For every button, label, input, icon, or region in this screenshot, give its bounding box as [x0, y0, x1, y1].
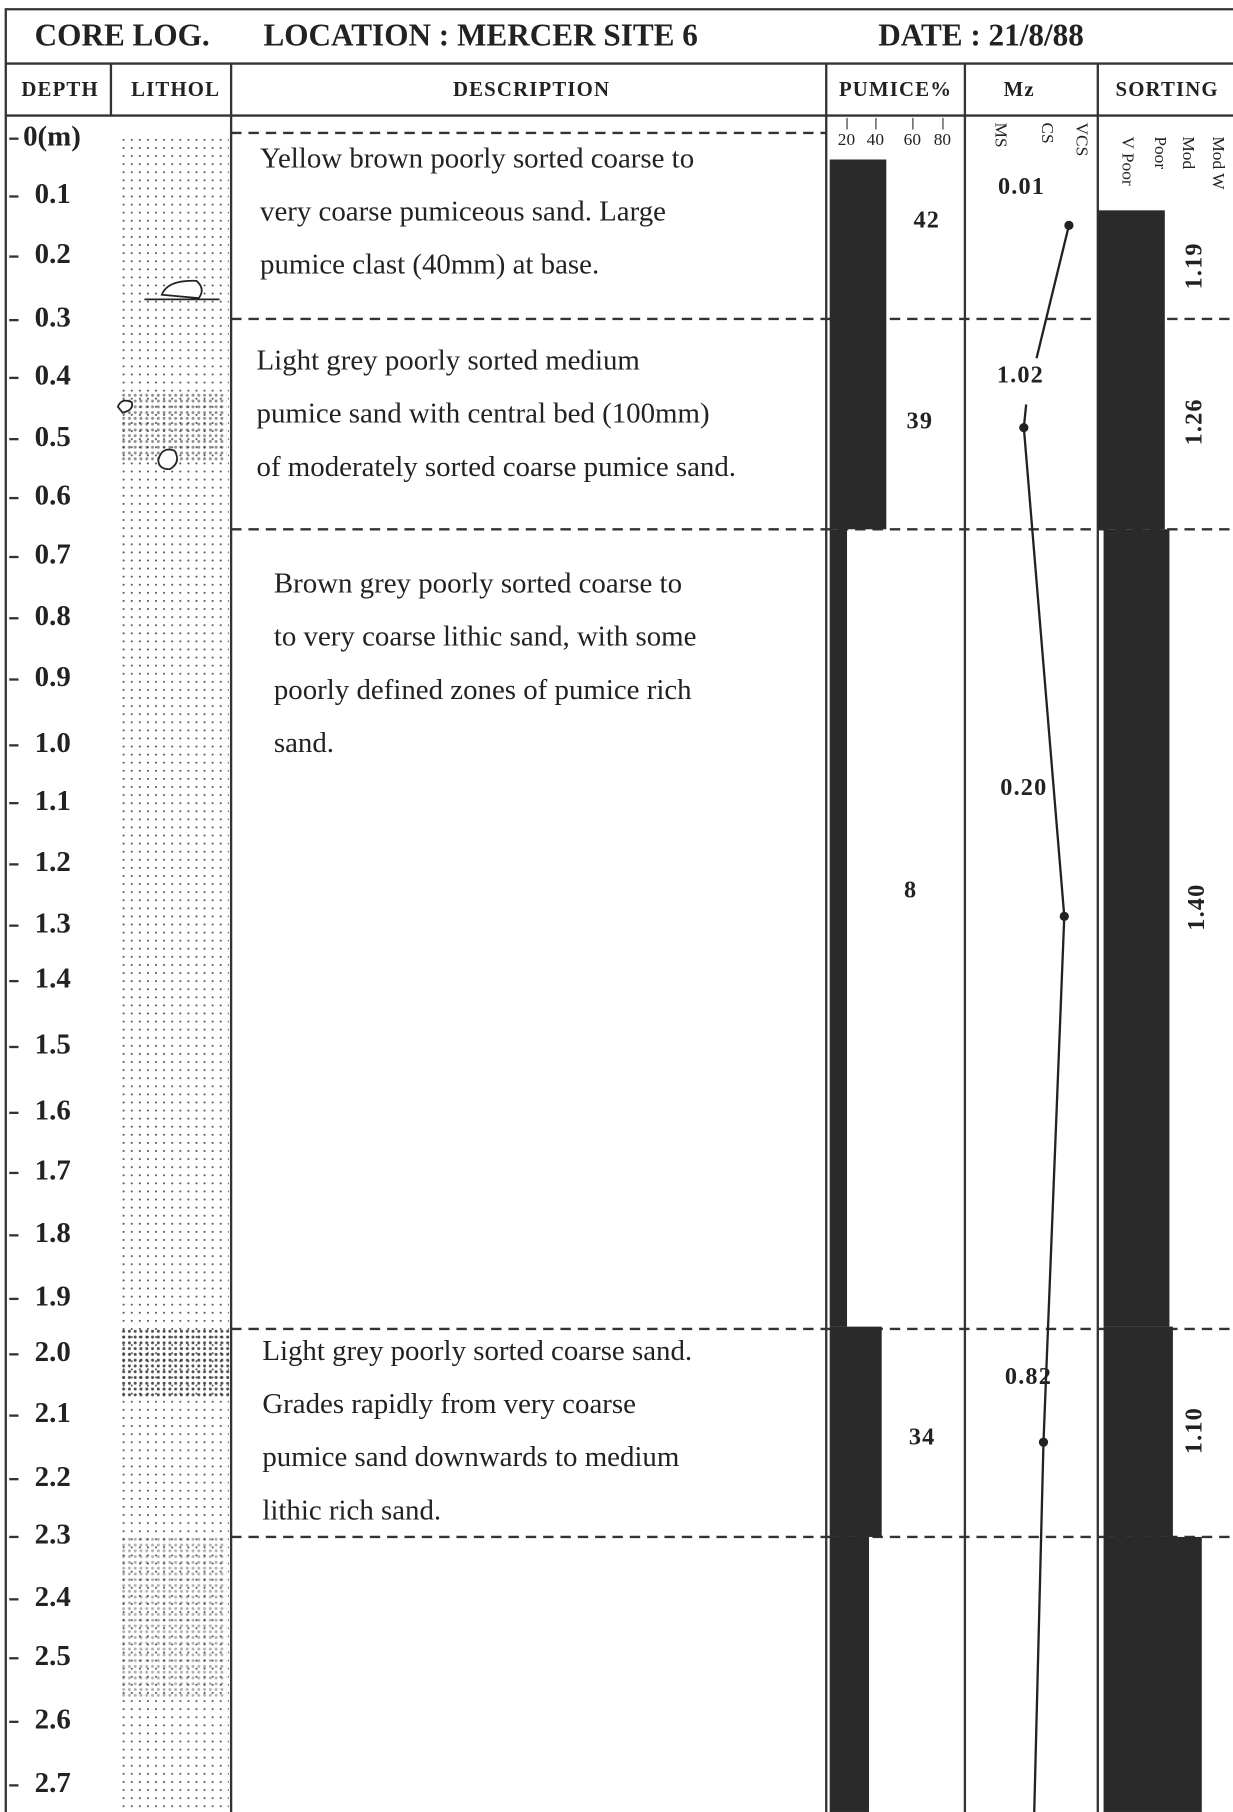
- mz-scale-label: VCS: [1072, 123, 1091, 157]
- location: LOCATION : MERCER SITE 6: [263, 17, 697, 52]
- description-line: Grades rapidly from very coarse: [262, 1388, 636, 1420]
- depth-label: 2.5: [35, 1640, 71, 1672]
- sorting-scale-label: Mod W: [1209, 136, 1228, 190]
- column-header: PUMICE%: [839, 78, 952, 101]
- depth-label: 2.2: [35, 1461, 71, 1493]
- sorting-value: 1.26: [1181, 398, 1208, 445]
- description-line: Light grey poorly sorted medium: [257, 345, 641, 377]
- lithology: [116, 132, 232, 1812]
- sorting-bars: [1097, 210, 1202, 1812]
- description-line: pumice sand downwards to medium: [262, 1441, 680, 1473]
- sorting-value: 1.40: [1183, 884, 1210, 931]
- sorting-scale-label: V Poor: [1119, 136, 1138, 185]
- depth-label: 0.7: [35, 539, 71, 571]
- depth-label: 1.2: [35, 846, 71, 878]
- pumice-value: 34: [909, 1423, 936, 1450]
- description-line: Brown grey poorly sorted coarse to: [274, 568, 682, 600]
- mz-value: 0.20: [1000, 774, 1047, 801]
- description-line: of moderately sorted coarse pumice sand.: [257, 451, 736, 483]
- depth-label: 2.3: [35, 1519, 71, 1551]
- depth-label: 0.1: [35, 178, 71, 210]
- pumice-scale-label: 20: [838, 130, 855, 149]
- description-line: very coarse pumiceous sand. Large: [260, 195, 666, 227]
- depth-label: 0.8: [35, 600, 71, 632]
- depth-label: 1.3: [35, 907, 71, 939]
- depth-label: 2.6: [35, 1703, 71, 1735]
- depth-label: 2.1: [35, 1397, 71, 1429]
- date: DATE : 21/8/88: [878, 17, 1084, 52]
- depth-label: 0.5: [35, 421, 71, 453]
- column-header: SORTING: [1115, 78, 1218, 101]
- depth-label: 1.1: [35, 785, 71, 817]
- sorting-scale-label: Poor: [1151, 136, 1170, 169]
- depth-label: 0.4: [35, 360, 71, 392]
- column-header: DEPTH: [21, 78, 98, 101]
- depth-label: 1.8: [35, 1217, 71, 1249]
- depth-label: 0.9: [35, 661, 71, 693]
- description-line: lithic rich sand.: [262, 1494, 441, 1526]
- boundaries: [231, 131, 1233, 1539]
- description-line: to very coarse lithic sand, with some: [274, 621, 697, 653]
- depth-label: 1.5: [35, 1029, 71, 1061]
- depth-label: 2.7: [35, 1767, 71, 1799]
- mz-curve: [1019, 220, 1074, 1812]
- mz-value: 0.82: [1005, 1363, 1052, 1390]
- pumice-bars: [829, 159, 887, 1812]
- description-line: Light grey poorly sorted coarse sand.: [262, 1335, 692, 1367]
- pumice-scale-label: 40: [867, 130, 884, 149]
- pumice-scale-label: 60: [904, 130, 921, 149]
- title: CORE LOG.: [35, 17, 210, 52]
- depth-label: 0.6: [35, 480, 71, 512]
- column-header: Mz: [1004, 78, 1035, 101]
- depth-label: 1.4: [35, 963, 71, 995]
- column-header: DESCRIPTION: [453, 78, 610, 101]
- depth-label: 2.0: [35, 1336, 71, 1368]
- description-line: Yellow brown poorly sorted coarse to: [260, 142, 694, 174]
- mz-scale-label: MS: [992, 123, 1011, 148]
- frame: [4, 8, 1233, 1812]
- depth-label: 0.3: [35, 302, 71, 334]
- description-line: poorly defined zones of pumice rich: [274, 674, 692, 706]
- sorting-value: 1.10: [1181, 1407, 1208, 1454]
- description-line: pumice clast (40mm) at base.: [260, 249, 599, 281]
- depth-label: 2.4: [35, 1581, 71, 1613]
- mz-value: 0.01: [998, 173, 1045, 200]
- pumice-value: 39: [907, 408, 934, 435]
- depth-label: 0.2: [35, 238, 71, 270]
- pumice-scale-label: 80: [934, 130, 951, 149]
- mz-value: 1.02: [997, 361, 1044, 388]
- mz-scale-label: CS: [1038, 123, 1057, 144]
- pumice-value: 42: [913, 206, 940, 233]
- pumice-value: 8: [904, 877, 917, 904]
- depth-label: 1.7: [35, 1155, 71, 1187]
- sorting-value: 1.19: [1181, 242, 1208, 289]
- content: DEPTH LITHOL DESCRIPTION PUMICE% Mz SORTING 0(…: [9, 78, 1228, 1799]
- depth-label: 1.0: [35, 727, 71, 759]
- description-line: pumice sand with central bed (100mm): [257, 398, 710, 430]
- column-header: LITHOL: [131, 78, 220, 101]
- depth-label: 0(m): [23, 120, 81, 152]
- description-line: sand.: [274, 727, 334, 759]
- depth-label: 1.6: [35, 1094, 71, 1126]
- depth-label: 1.9: [35, 1281, 71, 1313]
- sorting-scale-label: Mod: [1179, 136, 1198, 169]
